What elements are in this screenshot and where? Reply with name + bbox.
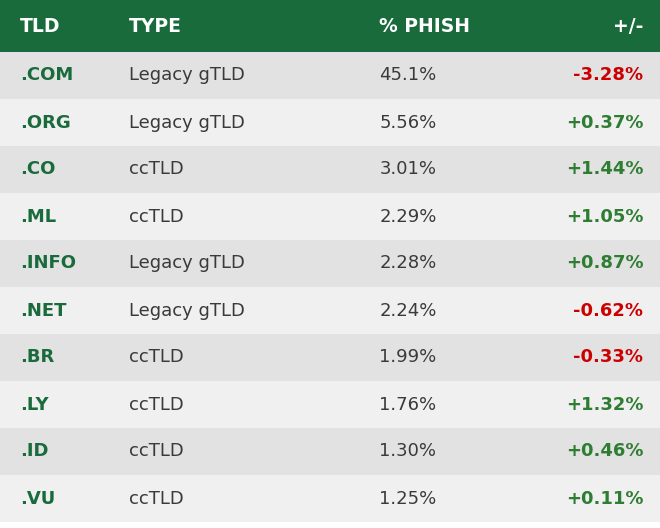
Bar bbox=[0, 193, 660, 240]
Text: ccTLD: ccTLD bbox=[129, 161, 183, 178]
Text: 5.56%: 5.56% bbox=[379, 114, 437, 131]
Text: 1.25%: 1.25% bbox=[379, 489, 437, 507]
Text: TLD: TLD bbox=[20, 16, 60, 35]
Bar bbox=[0, 287, 660, 334]
Text: .ML: .ML bbox=[20, 208, 56, 225]
Text: Legacy gTLD: Legacy gTLD bbox=[129, 301, 245, 319]
Text: .COM: .COM bbox=[20, 67, 73, 84]
Text: ccTLD: ccTLD bbox=[129, 395, 183, 413]
Text: TYPE: TYPE bbox=[129, 16, 182, 35]
Text: .LY: .LY bbox=[20, 395, 48, 413]
Bar bbox=[0, 0, 660, 52]
Text: .VU: .VU bbox=[20, 489, 55, 507]
Text: 1.76%: 1.76% bbox=[379, 395, 437, 413]
Text: .INFO: .INFO bbox=[20, 254, 76, 272]
Text: +1.32%: +1.32% bbox=[566, 395, 644, 413]
Text: 2.29%: 2.29% bbox=[379, 208, 437, 225]
Text: +0.87%: +0.87% bbox=[566, 254, 644, 272]
Bar bbox=[0, 99, 660, 146]
Text: +0.37%: +0.37% bbox=[566, 114, 644, 131]
Text: ccTLD: ccTLD bbox=[129, 442, 183, 460]
Text: % PHISH: % PHISH bbox=[379, 16, 471, 35]
Text: +1.44%: +1.44% bbox=[566, 161, 644, 178]
Text: Legacy gTLD: Legacy gTLD bbox=[129, 114, 245, 131]
Text: 1.30%: 1.30% bbox=[379, 442, 436, 460]
Text: .ORG: .ORG bbox=[20, 114, 71, 131]
Text: Legacy gTLD: Legacy gTLD bbox=[129, 254, 245, 272]
Bar bbox=[0, 240, 660, 287]
Text: +0.46%: +0.46% bbox=[566, 442, 644, 460]
Text: +0.11%: +0.11% bbox=[566, 489, 644, 507]
Text: 3.01%: 3.01% bbox=[379, 161, 436, 178]
Text: -0.33%: -0.33% bbox=[574, 348, 644, 366]
Text: -3.28%: -3.28% bbox=[574, 67, 644, 84]
Bar bbox=[0, 475, 660, 522]
Text: -0.62%: -0.62% bbox=[574, 301, 644, 319]
Text: +1.05%: +1.05% bbox=[566, 208, 644, 225]
Text: ccTLD: ccTLD bbox=[129, 208, 183, 225]
Bar bbox=[0, 381, 660, 428]
Text: 1.99%: 1.99% bbox=[379, 348, 437, 366]
Text: .CO: .CO bbox=[20, 161, 55, 178]
Bar bbox=[0, 428, 660, 475]
Text: .NET: .NET bbox=[20, 301, 66, 319]
Bar bbox=[0, 52, 660, 99]
Bar bbox=[0, 146, 660, 193]
Bar bbox=[0, 334, 660, 381]
Text: 45.1%: 45.1% bbox=[379, 67, 437, 84]
Text: .ID: .ID bbox=[20, 442, 48, 460]
Text: ccTLD: ccTLD bbox=[129, 489, 183, 507]
Text: .BR: .BR bbox=[20, 348, 54, 366]
Text: 2.24%: 2.24% bbox=[379, 301, 437, 319]
Text: 2.28%: 2.28% bbox=[379, 254, 437, 272]
Text: ccTLD: ccTLD bbox=[129, 348, 183, 366]
Text: +/-: +/- bbox=[613, 16, 643, 35]
Text: Legacy gTLD: Legacy gTLD bbox=[129, 67, 245, 84]
